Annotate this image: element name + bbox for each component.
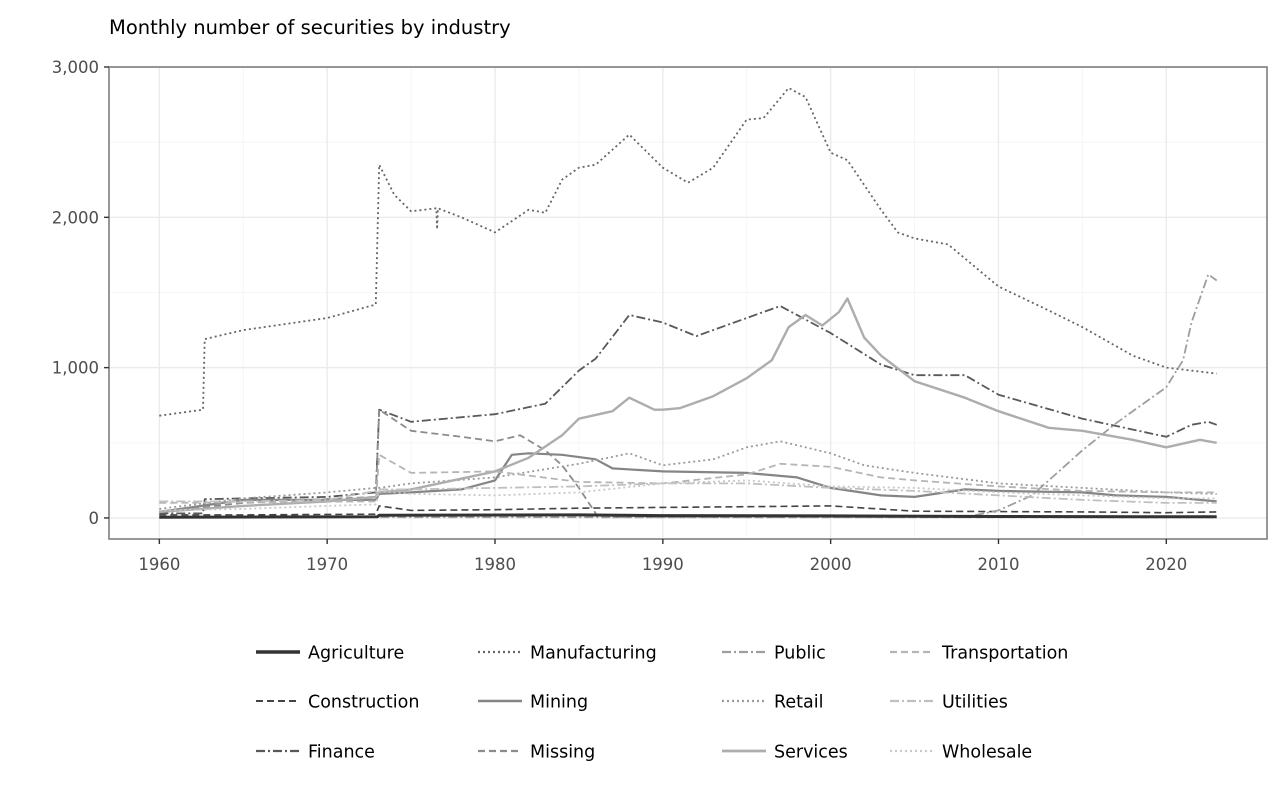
x-tick-label: 2010 xyxy=(977,555,1019,574)
x-tick-label: 2020 xyxy=(1145,555,1187,574)
axes: 1960 1970 1980 1990 2000 2010 2020 0 1,000 2,000 3… xyxy=(52,58,1188,574)
series-line-missing xyxy=(159,408,1217,519)
legend-item-transportation: Transportation xyxy=(890,644,1068,664)
series-line-wholesale xyxy=(159,479,1217,512)
y-tick-label: 3,000 xyxy=(52,58,99,77)
legend-item-services: Services xyxy=(722,743,848,763)
legend-item-missing: Missing xyxy=(478,743,595,763)
x-tick-label: 1960 xyxy=(138,555,180,574)
legend-label: Services xyxy=(774,743,848,763)
legend-label: Retail xyxy=(774,693,823,713)
series-line-public xyxy=(159,273,1218,519)
legend-item-wholesale: Wholesale xyxy=(890,743,1032,763)
y-tick-label: 0 xyxy=(89,509,100,528)
x-tick-label: 1990 xyxy=(642,555,684,574)
legend-label: Finance xyxy=(308,743,375,763)
series-layer xyxy=(159,87,1218,519)
legend-label: Wholesale xyxy=(942,743,1032,763)
chart-title: Monthly number of securities by industry xyxy=(109,16,511,39)
legend-label: Public xyxy=(774,644,826,664)
legend-label: Construction xyxy=(308,693,419,713)
series-line-utilities xyxy=(159,482,1217,504)
legend-label: Mining xyxy=(530,693,588,713)
legend-item-manufacturing: Manufacturing xyxy=(478,644,657,664)
legend-item-mining: Mining xyxy=(478,693,588,713)
x-tick-label: 1980 xyxy=(474,555,516,574)
x-tick-label: 1970 xyxy=(306,555,348,574)
series-line-manufacturing xyxy=(159,87,1217,417)
legend-item-retail: Retail xyxy=(722,693,823,713)
legend-item-public: Public xyxy=(722,644,826,664)
series-line-agriculture xyxy=(159,513,1217,519)
legend-item-finance: Finance xyxy=(256,743,375,763)
grid-lines xyxy=(109,66,1267,539)
series-line-construction xyxy=(159,505,1217,516)
legend-label: Agriculture xyxy=(308,644,404,664)
legend-item-agriculture: Agriculture xyxy=(256,644,404,664)
series-line-transportation xyxy=(159,453,1217,504)
y-tick-label: 1,000 xyxy=(52,359,99,378)
y-tick-label: 2,000 xyxy=(52,208,99,227)
legend-label: Transportation xyxy=(941,644,1068,664)
x-tick-label: 2000 xyxy=(810,555,852,574)
legend: Agriculture Construction Finance Manufactur… xyxy=(256,644,1068,763)
legend-item-construction: Construction xyxy=(256,693,419,713)
plot-panel-border xyxy=(108,66,1268,540)
legend-label: Utilities xyxy=(942,693,1008,713)
legend-label: Missing xyxy=(530,743,595,763)
legend-item-utilities: Utilities xyxy=(890,693,1008,713)
legend-label: Manufacturing xyxy=(530,644,657,664)
series-line-services xyxy=(159,297,1217,514)
